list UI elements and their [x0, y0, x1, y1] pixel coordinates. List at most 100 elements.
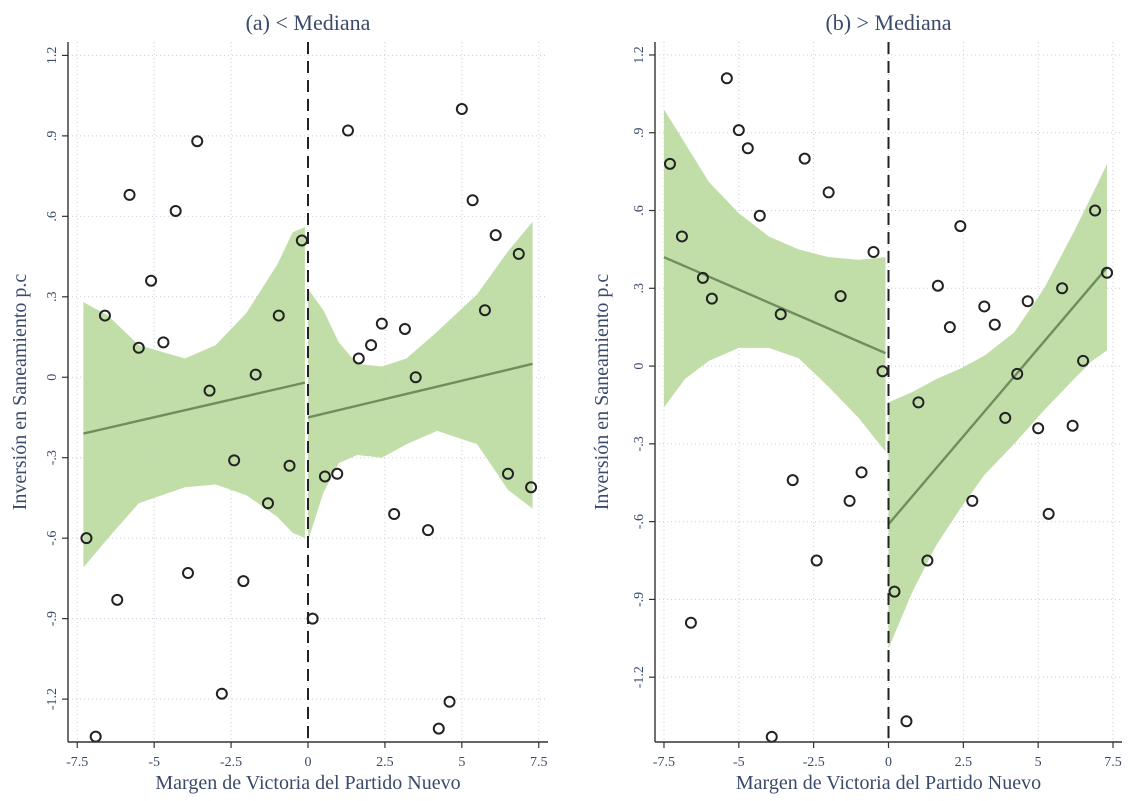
panel-b-data-point	[786, 474, 799, 487]
panel-a-data-point	[132, 341, 145, 354]
panel-b-data-point	[943, 321, 956, 334]
panel-a-x-tick-label: -7.5	[66, 755, 88, 770]
panel-b-data-point	[1056, 282, 1069, 295]
panel-b-data-point	[900, 715, 913, 728]
panel-b-data-point	[988, 318, 1001, 331]
panel-a-data-point	[272, 309, 285, 322]
panel-b-x-axis-label: Margen de Victoria del Partido Nuevo	[736, 772, 1041, 794]
panel-a-x-tick-label: 5	[458, 755, 465, 770]
panel-a-data-point	[182, 567, 194, 580]
panel-a-x-tick-label: 7.5	[530, 755, 548, 770]
panel-a-left-fit-line	[83, 381, 306, 435]
panel-a-data-point	[203, 384, 216, 397]
panel-b-right-confidence-band	[888, 163, 1108, 649]
panel-a-data-point	[283, 459, 296, 472]
panel-b-data-point	[741, 142, 754, 155]
panel-b-data-point	[1077, 354, 1090, 367]
panel-b-data-point	[765, 730, 778, 743]
panel-b-y-tick-label: .9	[632, 127, 647, 138]
panel-b-data-point	[810, 554, 823, 567]
panel-a-x-tick-label: -2.5	[220, 755, 242, 770]
panel-b-data-point	[978, 300, 991, 313]
panel-a-data-point	[111, 593, 124, 606]
panel-b-x-tick-label: 7.5	[1104, 755, 1122, 770]
panel-b-data-point	[888, 585, 901, 598]
panel-a-data-point	[331, 467, 344, 480]
panel-b-y-tick-label: -.3	[632, 436, 647, 451]
panel-a-data-point	[295, 234, 308, 247]
panel-b-y-tick-label: .3	[632, 283, 647, 294]
panel-b-x-tick-label: -7.5	[653, 755, 675, 770]
panel-a-data-point	[352, 352, 365, 365]
panel-b-title: (b) > Mediana	[825, 10, 951, 35]
panel-b-x-tick-label: -2.5	[803, 755, 825, 770]
panel-b-data-point	[999, 411, 1012, 424]
panel-a-y-tick-label: -1.2	[45, 688, 60, 710]
panel-b-y-tick-label: -.6	[632, 514, 647, 529]
panel-a-data-point	[237, 575, 250, 588]
panel-b-data-point	[1021, 295, 1034, 308]
panel-b-data-point	[867, 246, 880, 258]
panel-b-x-tick-label: 0	[885, 755, 892, 770]
panel-b-data-point	[675, 230, 688, 243]
panel-a-data-point	[398, 322, 411, 335]
panel-a-x-tick-label: -5	[148, 755, 160, 770]
panel-a-y-tick-label: .3	[45, 292, 60, 303]
panel-b-data-point	[912, 396, 925, 409]
panel-a-data-point	[191, 135, 204, 148]
panel-b-chart: 1.2 .9 .6 .3 0 -.3 -.6 -.9 -1.2 -7.5 -5 -2.5 0 2.5 5 7.…	[591, 10, 1122, 794]
panel-b-y-axis-label: Inversión en Saneamiento p.c	[591, 274, 613, 511]
panel-a-left-confidence-band	[83, 227, 305, 568]
panel-b-x-tick-label: -5	[733, 755, 745, 770]
panel-a-data-point	[365, 339, 378, 352]
panel-a-data-point	[432, 722, 445, 735]
panel-b-data-point	[705, 292, 718, 305]
panel-b-data-point	[876, 365, 889, 378]
panel-b-data-point	[684, 616, 697, 629]
panel-a-data-point	[215, 687, 228, 700]
panel-a-y-tick-label: 0	[45, 374, 60, 381]
panel-b-data-point	[843, 494, 856, 507]
panel-a-data-point	[502, 467, 514, 480]
panel-b-y-tick-label: -1.2	[632, 666, 647, 688]
panel-a-y-tick-label: -.9	[45, 611, 60, 626]
panel-a-x-tick-label: 0	[305, 755, 312, 770]
panel-b-data-point	[1042, 507, 1055, 520]
panel-a-data-point	[443, 695, 456, 708]
panel-b-data-point	[1101, 266, 1114, 279]
panel-a-data-point	[388, 508, 401, 521]
panel-b-x-tick-label: 5	[1035, 755, 1042, 770]
panel-a-data-point	[478, 304, 491, 317]
panel-a-chart: 1.2 .9 .6 .3 0 -.3 -.6 -.9 -1.2 -7.5 -5 -2.5 0 2.5 5 7.…	[9, 10, 548, 794]
panel-a-data-point	[169, 204, 182, 217]
panel-a-title: (a) < Mediana	[246, 10, 371, 35]
panel-b-data-point	[798, 152, 811, 165]
panel-b-data-point	[822, 186, 835, 199]
panel-a-data-point	[80, 532, 93, 545]
panel-a-y-tick-label: .9	[45, 131, 60, 142]
panel-a-data-point	[249, 368, 262, 381]
panel-a-data-point	[455, 103, 468, 116]
panel-a-right-fit-line	[307, 362, 533, 419]
panel-b-data-point	[1011, 367, 1024, 380]
panel-a-data-point	[525, 481, 538, 494]
panel-a-data-point	[145, 274, 158, 287]
panel-a-x-tick-label: 2.5	[376, 755, 394, 770]
panel-b-right-fit-line	[887, 266, 1108, 526]
panel-a-y-axis-label: Inversión en Saneamiento p.c	[9, 274, 31, 511]
panel-a-data-point	[422, 524, 434, 537]
panel-b-data-point	[774, 308, 787, 321]
panel-b-data-point	[663, 157, 676, 170]
panel-a-data-point	[466, 194, 479, 207]
panel-a-data-point	[89, 730, 102, 743]
panel-a-y-tick-label: -.3	[45, 450, 60, 465]
panel-a-y-tick-label: .6	[45, 211, 60, 222]
panel-b-data-point	[855, 466, 868, 479]
panel-b-data-point	[931, 279, 944, 292]
panel-b-data-point	[954, 220, 967, 233]
panel-a-data-point	[409, 371, 422, 384]
panel-b-y-tick-label: -.9	[632, 592, 647, 607]
panel-b-data-point	[1032, 422, 1045, 435]
panel-b-data-point	[732, 124, 745, 137]
